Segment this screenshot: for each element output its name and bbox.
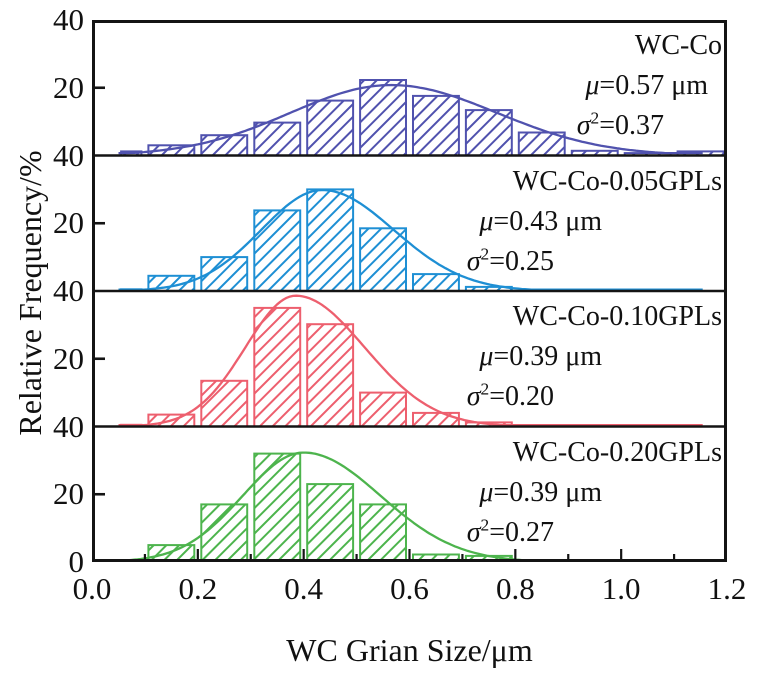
mu-text: =0.39 μm bbox=[493, 341, 602, 372]
mu-symbol: μ bbox=[479, 477, 494, 508]
mu-value: μ=0.43 μm bbox=[467, 202, 722, 242]
x-tick-label: 0.0 bbox=[72, 571, 112, 606]
series-name: WC-Co bbox=[634, 30, 722, 61]
mu-text: =0.39 μm bbox=[493, 477, 602, 508]
mu-text: =0.57 μm bbox=[599, 70, 708, 101]
sigma-symbol: σ bbox=[466, 381, 481, 412]
x-tick-label: 1.2 bbox=[707, 571, 747, 606]
y-tick-label: 20 bbox=[53, 476, 84, 512]
sigma-exponent: 2 bbox=[480, 244, 490, 264]
x-tick-label: 0.6 bbox=[390, 571, 429, 606]
x-tick-label: 0.2 bbox=[178, 571, 218, 606]
sigma-value: σ2=0.25 bbox=[467, 242, 722, 282]
sigma-symbol: σ bbox=[576, 110, 591, 141]
mu-value: μ=0.39 μm bbox=[467, 473, 722, 513]
y-tick-label: 40 bbox=[53, 408, 84, 444]
mu-symbol: μ bbox=[479, 206, 494, 237]
sigma-symbol: σ bbox=[466, 517, 481, 548]
sigma-value: σ2=0.20 bbox=[467, 377, 722, 417]
sigma-exponent: 2 bbox=[480, 515, 490, 535]
y-tick-label: 20 bbox=[53, 340, 84, 376]
x-axis-title: WC Grian Size/μm bbox=[286, 632, 533, 668]
sigma-text: =0.27 bbox=[489, 517, 554, 548]
mu-symbol: μ bbox=[479, 341, 494, 372]
series-name: WC-Co-0.20GPLs bbox=[512, 437, 722, 468]
sigma-exponent: 2 bbox=[590, 108, 600, 128]
sigma-exponent: 2 bbox=[480, 379, 490, 399]
panel-annotation-010gpls: WC-Co-0.10GPLs μ=0.39 μm σ2=0.20 bbox=[467, 297, 722, 417]
plot-area bbox=[92, 20, 727, 562]
y-tick-label: 0 bbox=[68, 544, 85, 579]
series-name: WC-Co-0.05GPLs bbox=[512, 166, 722, 197]
panel-annotation-005gpls: WC-Co-0.05GPLs μ=0.43 μm σ2=0.25 bbox=[467, 162, 722, 282]
series-name: WC-Co-0.10GPLs bbox=[512, 301, 722, 332]
y-tick-label: 40 bbox=[53, 137, 84, 173]
sigma-text: =0.37 bbox=[599, 110, 664, 141]
mu-value: μ=0.39 μm bbox=[467, 337, 722, 377]
y-tick-label: 40 bbox=[53, 273, 84, 308]
panel-annotation-020gpls: WC-Co-0.20GPLs μ=0.39 μm σ2=0.27 bbox=[467, 433, 722, 553]
mu-value: μ=0.57 μm bbox=[577, 66, 722, 106]
panel-annotation-wc-co: WC-Co μ=0.57 μm σ2=0.37 bbox=[577, 26, 722, 146]
mu-text: =0.43 μm bbox=[493, 206, 602, 237]
sigma-value: σ2=0.27 bbox=[467, 513, 722, 553]
mu-symbol: μ bbox=[585, 70, 600, 101]
x-tick-label: 1.0 bbox=[601, 571, 641, 606]
sigma-text: =0.20 bbox=[489, 381, 554, 412]
y-tick-label: 20 bbox=[53, 205, 84, 241]
x-tick-label: 0.4 bbox=[284, 571, 324, 606]
y-tick-label: 20 bbox=[53, 69, 84, 105]
sigma-text: =0.25 bbox=[489, 246, 554, 277]
sigma-symbol: σ bbox=[466, 246, 481, 277]
sigma-value: σ2=0.37 bbox=[577, 106, 722, 146]
y-tick-label: 40 bbox=[53, 2, 84, 37]
x-tick-label: 0.8 bbox=[495, 571, 535, 606]
